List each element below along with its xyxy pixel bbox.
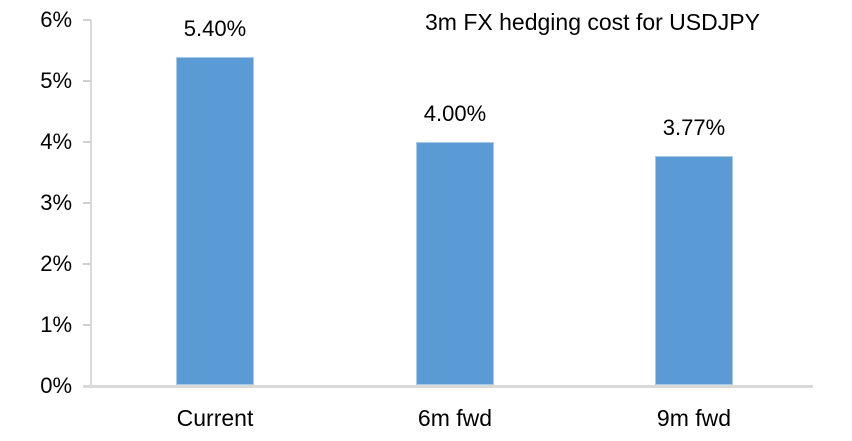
bar-current [176,57,254,385]
y-tick-label: 5% [40,68,72,93]
y-axis-line [90,20,92,386]
y-tick-label: 0% [40,373,72,398]
bar-value-label-current: 5.40% [183,16,247,41]
y-tick-label: 4% [40,129,72,154]
x-category-label-9m-fwd: 9m fwd [656,405,732,431]
x-category-label-6m-fwd: 6m fwd [417,405,493,431]
y-tick [83,19,91,21]
y-tick-label: 1% [40,312,72,337]
y-tick [83,202,91,204]
chart-title: 3m FX hedging cost for USDJPY [425,9,760,35]
y-tick-label: 6% [40,7,72,32]
x-category-label-current: Current [176,405,254,431]
y-tick-label: 2% [40,251,72,276]
bar-value-label-6m-fwd: 4.00% [423,101,487,126]
y-tick [83,80,91,82]
x-axis-line [83,385,813,388]
y-tick [83,324,91,326]
y-tick-label: 3% [40,190,72,215]
bar-6m-fwd [416,142,494,385]
bar-value-label-9m-fwd: 3.77% [662,115,726,140]
y-tick [83,141,91,143]
bar-9m-fwd [655,156,733,385]
y-tick [83,263,91,265]
